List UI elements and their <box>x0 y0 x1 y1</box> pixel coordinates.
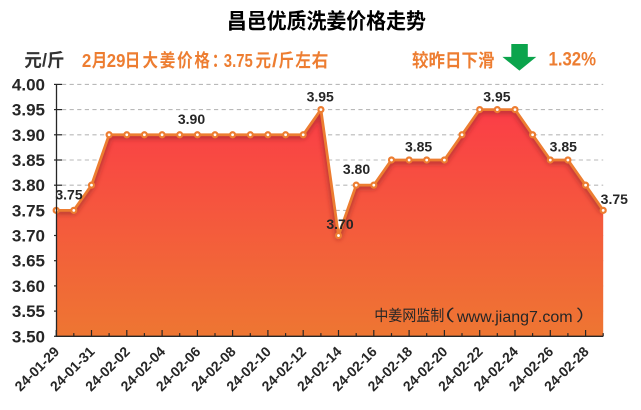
svg-text:3.80: 3.80 <box>12 176 45 195</box>
svg-text:3.75: 3.75 <box>224 50 253 71</box>
svg-text:www.jiang7.com: www.jiang7.com <box>456 309 573 326</box>
svg-text:3.65: 3.65 <box>12 252 45 271</box>
svg-text:3.55: 3.55 <box>12 302 45 321</box>
svg-text:3.90: 3.90 <box>178 111 205 127</box>
svg-text:3.90: 3.90 <box>12 126 45 145</box>
svg-text:3.95: 3.95 <box>483 88 510 104</box>
svg-text:3.85: 3.85 <box>550 139 577 155</box>
svg-text:3.95: 3.95 <box>12 101 45 120</box>
svg-text:4.00: 4.00 <box>12 75 45 94</box>
svg-text:3.60: 3.60 <box>12 277 45 296</box>
svg-text:/: / <box>42 51 47 71</box>
svg-text:3.95: 3.95 <box>307 88 334 104</box>
svg-text:3.70: 3.70 <box>326 216 353 232</box>
svg-text:3.75: 3.75 <box>12 201 45 220</box>
svg-text:3.75: 3.75 <box>601 191 628 207</box>
svg-text:3.70: 3.70 <box>12 227 45 246</box>
svg-text:3.85: 3.85 <box>405 139 432 155</box>
svg-text:3.50: 3.50 <box>12 327 45 346</box>
svg-text:29: 29 <box>107 50 126 71</box>
svg-text:1.32%: 1.32% <box>549 50 597 71</box>
svg-text:3.75: 3.75 <box>55 187 82 203</box>
svg-text:3.80: 3.80 <box>343 161 370 177</box>
svg-text:/: / <box>272 50 278 71</box>
svg-text:3.85: 3.85 <box>12 151 45 170</box>
svg-text:2: 2 <box>82 50 91 71</box>
